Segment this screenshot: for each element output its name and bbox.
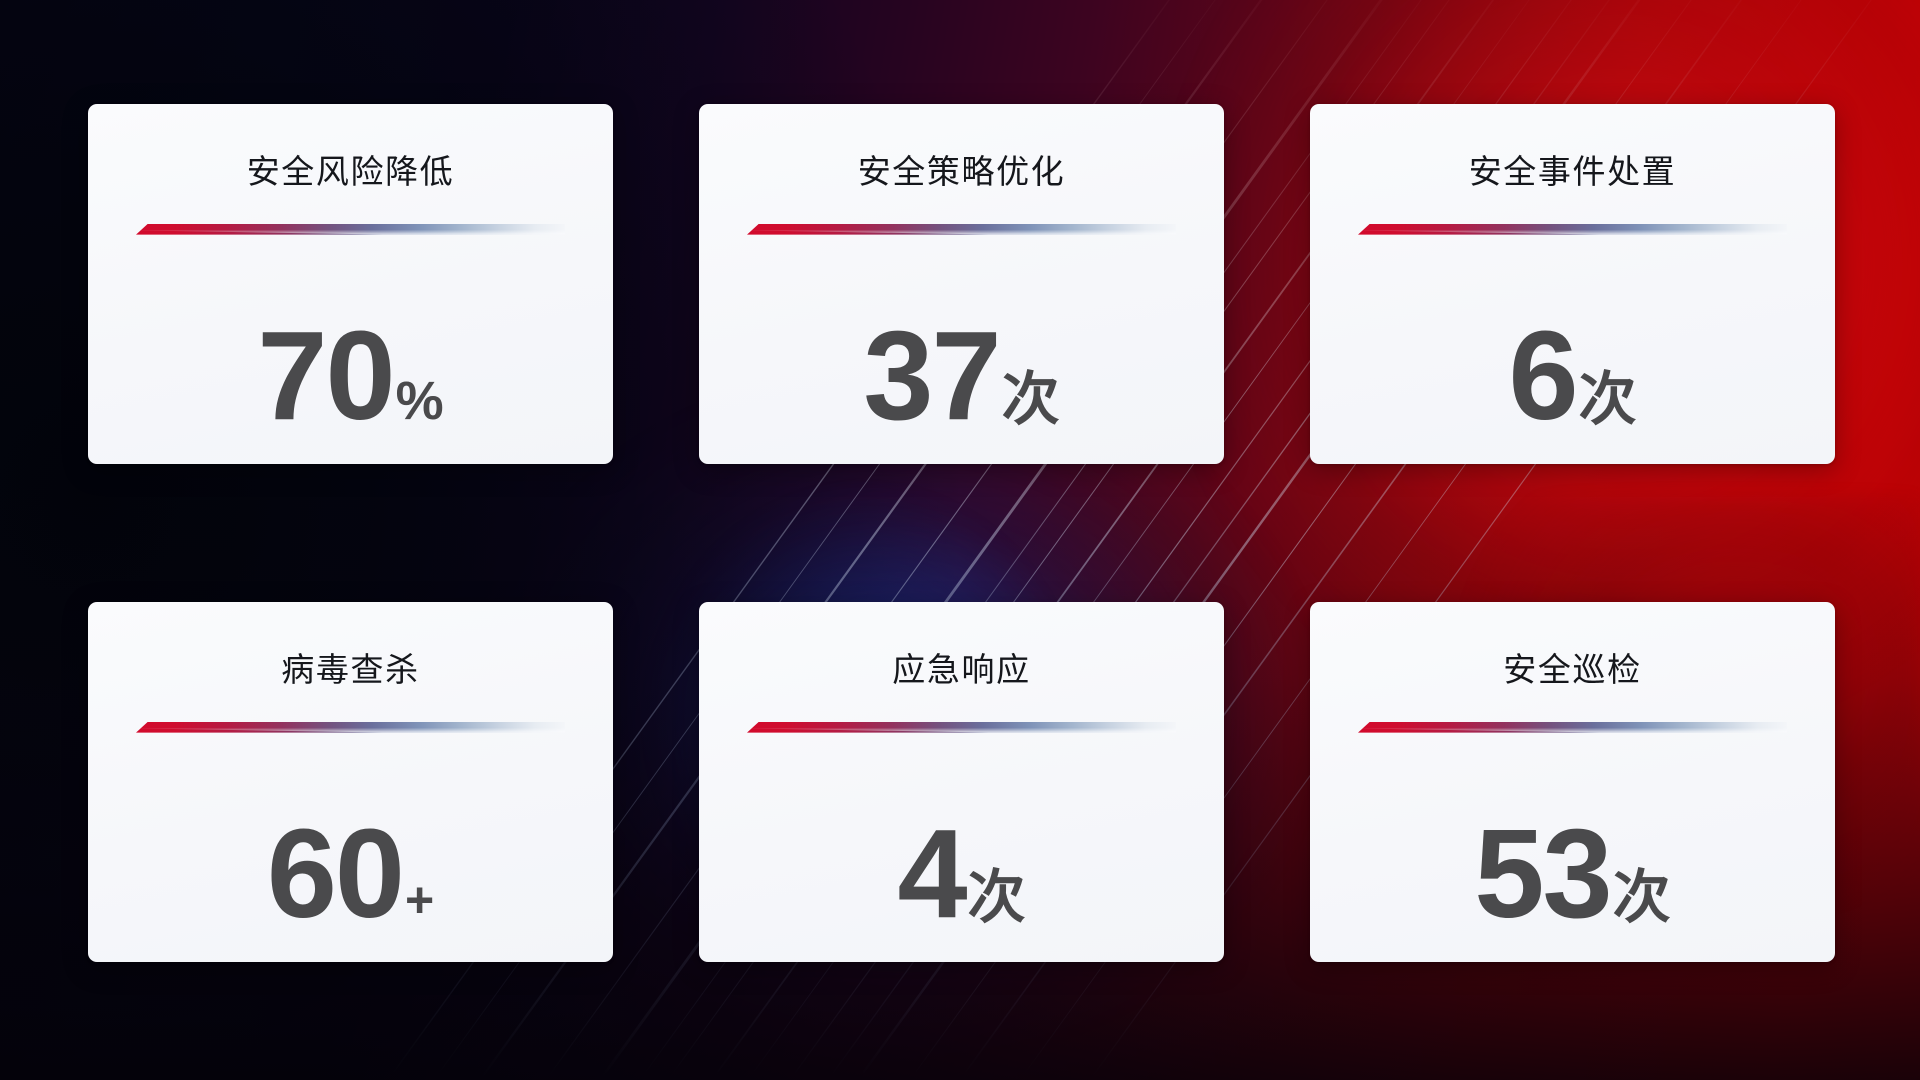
metric-title: 病毒查杀 [281,651,420,688]
metric-suffix: % [395,370,444,431]
metric-value: 37 次 [863,304,1060,446]
metric-divider [1358,223,1787,235]
metric-card[interactable]: 安全策略优化 37 次 [699,104,1224,464]
metric-value: 6 次 [1508,304,1637,446]
metric-card[interactable]: 安全巡检 53 次 [1310,602,1835,962]
metric-card[interactable]: 安全风险降低 70 % [88,104,613,464]
metric-number: 4 [897,802,967,944]
metric-divider [747,223,1176,235]
metric-value: 4 次 [897,802,1026,944]
metric-card[interactable]: 安全事件处置 6 次 [1310,104,1835,464]
metric-number: 70 [257,304,395,446]
metric-title: 应急响应 [892,651,1031,688]
metric-suffix: 次 [1612,864,1671,930]
metric-suffix: + [404,871,435,928]
metric-value: 53 次 [1474,802,1671,944]
metric-title: 安全风险降低 [246,153,455,190]
metric-number: 37 [863,304,1001,446]
metric-number: 60 [266,802,405,944]
metric-divider [747,721,1176,733]
metric-card[interactable]: 应急响应 4 次 [699,602,1224,962]
metric-divider [136,223,565,235]
metric-number: 53 [1474,802,1612,944]
metric-divider [136,721,565,733]
metric-suffix: 次 [1001,366,1060,432]
metric-title: 安全策略优化 [857,153,1066,190]
metric-suffix: 次 [967,864,1026,930]
metric-value: 60 + [266,802,435,944]
metric-suffix: 次 [1578,366,1637,432]
metric-value: 70 % [257,304,444,446]
metric-card-grid: 安全风险降低 70 % 安全策略优化 37 次 安全事件处置 6 次 病毒查杀 … [88,104,1835,962]
metric-number: 6 [1508,304,1578,446]
metric-title: 安全事件处置 [1468,153,1677,190]
metric-title: 安全巡检 [1503,651,1642,688]
metric-card[interactable]: 病毒查杀 60 + [88,602,613,962]
metric-divider [1358,721,1787,733]
